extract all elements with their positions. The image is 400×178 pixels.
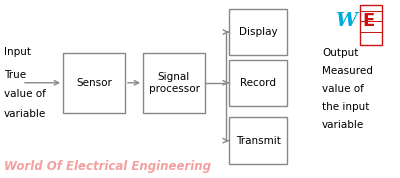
Text: Input: Input [4, 47, 31, 57]
Text: W: W [335, 12, 357, 30]
Text: variable: variable [322, 120, 364, 130]
Text: True: True [4, 70, 26, 80]
Text: variable: variable [4, 109, 46, 119]
Text: E: E [362, 12, 374, 30]
Text: value of: value of [322, 84, 364, 94]
Text: Sensor: Sensor [76, 78, 112, 88]
Text: value of: value of [4, 89, 46, 99]
Text: World Of Electrical Engineering: World Of Electrical Engineering [4, 160, 211, 173]
Text: Transmit: Transmit [236, 136, 280, 146]
Text: Record: Record [240, 78, 276, 88]
Bar [229, 60, 287, 106]
Text: Display: Display [239, 27, 277, 37]
Text: Signal
processor: Signal processor [148, 72, 200, 94]
Text: Output: Output [322, 48, 358, 58]
Bar [360, 5, 382, 44]
Bar [143, 53, 205, 113]
Text: the input: the input [322, 102, 369, 112]
Text: Measured: Measured [322, 66, 373, 76]
Bar [229, 117, 287, 164]
Bar [63, 53, 125, 113]
Bar [229, 9, 287, 55]
